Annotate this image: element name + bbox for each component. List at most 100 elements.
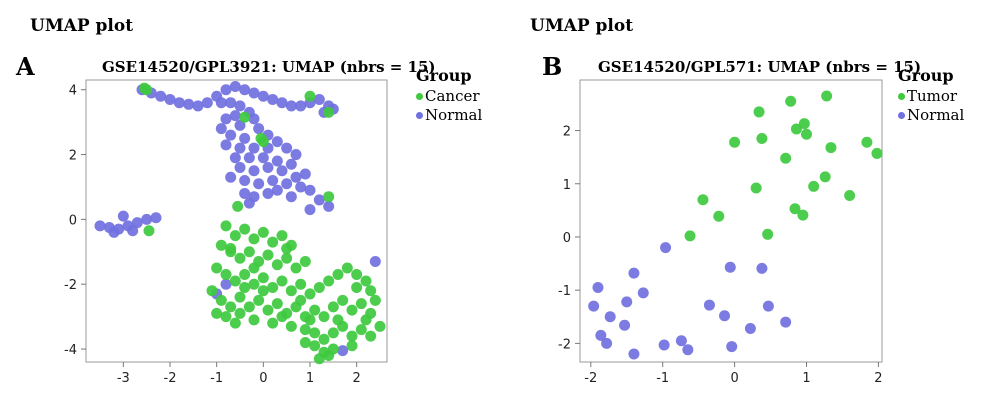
y-tick-label: 1	[563, 178, 571, 193]
point-normal	[243, 197, 255, 209]
point-cancer	[346, 304, 358, 316]
point-cancer	[304, 314, 316, 326]
point-normal	[271, 155, 283, 167]
x-tick-label: 0	[730, 371, 738, 386]
point-normal	[215, 97, 227, 109]
panel-b: UMAP plot B GSE14520/GPL571: UMAP (nbrs …	[500, 0, 1000, 403]
legend-swatch	[898, 93, 905, 100]
y-tick-label: 4	[69, 84, 77, 99]
point-normal	[229, 80, 241, 92]
point-normal	[94, 220, 106, 232]
point-normal	[285, 191, 297, 203]
point-normal	[108, 226, 120, 238]
point-normal	[220, 278, 232, 290]
point-normal	[281, 178, 293, 190]
x-tick-label: 2	[353, 371, 361, 386]
point-normal	[588, 300, 600, 312]
point-normal	[304, 184, 316, 196]
point-cancer	[299, 256, 311, 268]
point-normal	[337, 345, 349, 357]
point-cancer	[234, 307, 246, 319]
point-cancer	[267, 281, 279, 293]
point-normal	[313, 194, 325, 206]
point-cancer	[267, 317, 279, 329]
point-cancer	[332, 314, 344, 326]
point-cancer	[248, 233, 260, 245]
point-cancer	[276, 275, 288, 287]
point-normal	[304, 204, 316, 216]
point-normal	[637, 287, 649, 299]
point-cancer	[255, 132, 267, 144]
point-cancer	[304, 288, 316, 300]
point-cancer	[327, 301, 339, 313]
point-normal	[756, 262, 768, 274]
point-cancer	[234, 291, 246, 303]
point-normal	[780, 316, 792, 328]
point-cancer	[295, 294, 307, 306]
y-tick-label: -2	[64, 278, 77, 293]
point-cancer	[351, 281, 363, 293]
point-tumor	[790, 123, 802, 135]
x-tick-label: 1	[802, 371, 810, 386]
point-cancer	[313, 281, 325, 293]
point-normal	[248, 113, 260, 125]
point-normal	[267, 174, 279, 186]
point-normal	[299, 168, 311, 180]
point-cancer	[248, 278, 260, 290]
point-cancer	[327, 327, 339, 339]
point-cancer	[239, 223, 251, 235]
scatter-plot-b: -2 -1 0 1 2 -2 -1 0 1 2	[558, 79, 883, 386]
x-tick-label: -1	[210, 371, 223, 386]
legend-label: Normal	[907, 106, 965, 124]
point-cancer	[220, 220, 232, 232]
point-normal	[276, 165, 288, 177]
point-cancer	[309, 304, 321, 316]
scatter-plot-a: -3 -2 -1 0 1 2 -4 -2 0 2 4	[64, 79, 388, 386]
point-cancer	[323, 191, 335, 203]
point-normal	[762, 300, 774, 312]
point-normal	[229, 110, 241, 122]
point-normal	[369, 256, 381, 268]
point-cancer	[220, 311, 232, 323]
point-cancer	[229, 275, 241, 287]
point-tumor	[821, 90, 833, 102]
point-tumor	[750, 182, 762, 194]
point-tumor	[844, 189, 856, 201]
point-tumor	[753, 106, 765, 118]
point-normal	[248, 165, 260, 177]
point-cancer	[369, 294, 381, 306]
point-cancer	[267, 236, 279, 248]
point-normal	[281, 142, 293, 154]
plot-frame	[579, 79, 883, 363]
point-normal	[248, 87, 260, 99]
y-tick-label: -2	[558, 337, 571, 352]
point-tumor	[819, 171, 831, 183]
point-cancer	[239, 111, 251, 123]
point-cancer	[248, 262, 260, 274]
point-tumor	[684, 230, 696, 242]
point-cancer	[299, 337, 311, 349]
point-normal	[239, 187, 251, 199]
point-cancer	[239, 268, 251, 280]
point-normal	[192, 100, 204, 112]
point-cancer	[211, 262, 223, 274]
point-cancer	[355, 324, 367, 336]
point-normal	[234, 162, 246, 174]
point-normal	[276, 97, 288, 109]
point-cancer	[346, 330, 358, 342]
point-normal	[201, 97, 213, 109]
point-normal	[621, 296, 633, 308]
point-cancer	[285, 320, 297, 332]
point-normal	[290, 149, 302, 161]
point-cancer	[262, 249, 274, 261]
point-normal	[285, 158, 297, 170]
point-normal	[262, 162, 274, 174]
point-normal	[290, 171, 302, 183]
y-tick-label: -1	[558, 284, 571, 299]
point-normal	[267, 93, 279, 105]
y-tick-label: 2	[563, 125, 571, 140]
point-normal	[253, 178, 265, 190]
point-cancer	[271, 259, 283, 271]
section-title: UMAP plot	[30, 16, 134, 36]
legend-title: Group	[416, 66, 472, 85]
